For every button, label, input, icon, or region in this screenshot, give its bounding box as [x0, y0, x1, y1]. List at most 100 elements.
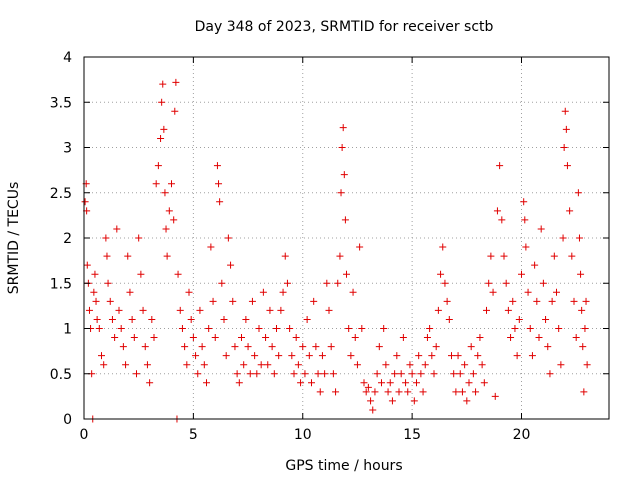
data-points	[81, 78, 591, 423]
data-point	[535, 334, 543, 342]
data-point	[575, 234, 583, 242]
data-point	[200, 361, 208, 369]
data-point	[526, 325, 534, 332]
data-point	[143, 361, 151, 369]
data-point	[362, 388, 370, 396]
data-point	[192, 352, 200, 360]
data-point	[404, 388, 412, 396]
data-point	[502, 279, 510, 287]
data-point	[360, 379, 368, 387]
data-point	[419, 388, 427, 396]
data-point	[183, 361, 191, 369]
data-point	[472, 388, 480, 396]
data-point	[345, 325, 353, 332]
data-point	[211, 334, 219, 342]
data-point	[292, 334, 300, 342]
grid	[84, 57, 609, 419]
data-point	[139, 306, 147, 314]
data-point	[235, 379, 243, 387]
data-point	[273, 325, 280, 332]
data-point	[491, 392, 499, 400]
data-point	[262, 334, 270, 342]
data-point	[81, 198, 89, 206]
data-point	[283, 279, 291, 287]
data-point	[421, 361, 429, 369]
data-point	[356, 243, 364, 251]
data-point	[146, 379, 154, 387]
data-point	[434, 306, 442, 314]
data-point	[493, 207, 501, 215]
data-point	[133, 370, 140, 378]
y-axis-label: SRMTID / TECUs	[6, 182, 22, 295]
chart-title: Day 348 of 2023, SRMTID for receiver sct…	[195, 19, 494, 35]
data-point	[496, 162, 504, 170]
data-point	[461, 361, 469, 369]
data-point	[562, 125, 570, 133]
data-point	[550, 252, 558, 260]
data-point	[478, 361, 486, 369]
data-point	[437, 270, 445, 278]
data-point	[430, 370, 438, 378]
data-point	[216, 198, 224, 206]
data-point	[467, 343, 475, 351]
data-point	[323, 279, 331, 287]
data-point	[270, 370, 278, 378]
data-point	[251, 352, 259, 360]
x-tick-label: 5	[189, 427, 198, 443]
data-point	[165, 207, 173, 215]
data-point	[351, 334, 359, 342]
data-point	[90, 288, 98, 296]
data-point	[185, 288, 193, 296]
data-point	[238, 334, 245, 342]
data-point	[337, 189, 345, 197]
data-point	[85, 306, 93, 314]
data-point	[294, 361, 302, 369]
data-point	[103, 252, 111, 260]
x-axis-label: GPS time / hours	[285, 458, 402, 474]
data-point	[413, 379, 420, 387]
y-tick-label: 2	[63, 231, 72, 247]
data-point	[572, 334, 580, 342]
data-point	[557, 361, 565, 369]
data-point	[318, 352, 326, 360]
data-point	[248, 297, 256, 305]
data-point	[378, 379, 385, 387]
data-point	[528, 352, 536, 360]
x-tick-label: 15	[403, 427, 421, 443]
data-point	[172, 78, 180, 86]
data-point	[515, 315, 523, 323]
data-point	[349, 288, 357, 296]
data-point	[171, 107, 179, 115]
data-point	[417, 370, 425, 378]
data-point	[339, 124, 347, 132]
data-point	[290, 370, 298, 378]
data-point	[325, 306, 333, 314]
y-tick-label: 4	[63, 50, 72, 66]
data-point	[277, 306, 285, 314]
data-point	[520, 198, 528, 206]
data-point	[229, 297, 237, 305]
data-point	[100, 361, 108, 369]
data-point	[579, 343, 587, 351]
data-point	[406, 361, 414, 369]
data-point	[108, 315, 116, 323]
data-point	[314, 370, 322, 378]
data-point	[566, 207, 574, 215]
data-point	[561, 107, 569, 115]
data-point	[410, 397, 418, 405]
data-point	[126, 288, 134, 296]
data-point	[117, 325, 125, 332]
data-point	[522, 243, 530, 251]
data-point	[559, 234, 567, 242]
data-point	[113, 225, 121, 233]
data-point	[338, 144, 346, 151]
data-point	[560, 144, 568, 151]
data-point	[242, 315, 250, 323]
data-point	[375, 343, 383, 351]
data-point	[159, 80, 167, 88]
data-point	[162, 225, 170, 233]
data-point	[340, 171, 348, 179]
data-point	[498, 216, 506, 224]
data-point	[98, 352, 105, 360]
data-point	[388, 397, 396, 405]
